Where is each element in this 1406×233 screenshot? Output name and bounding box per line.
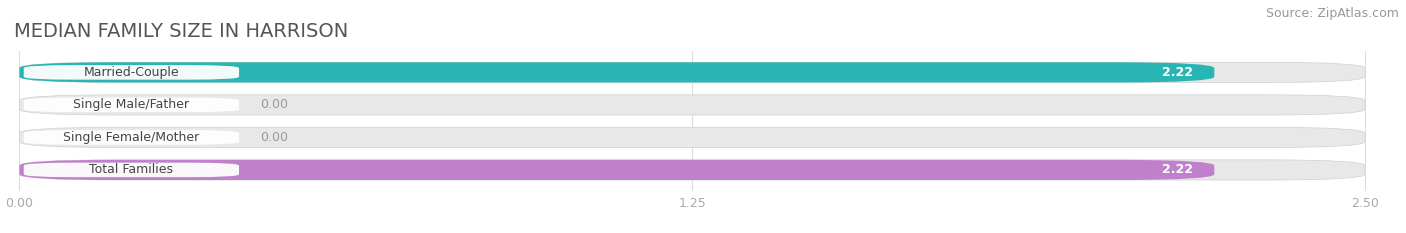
- Text: Source: ZipAtlas.com: Source: ZipAtlas.com: [1265, 7, 1399, 20]
- FancyBboxPatch shape: [20, 62, 1365, 82]
- FancyBboxPatch shape: [20, 127, 1365, 147]
- Text: Total Families: Total Families: [90, 163, 173, 176]
- FancyBboxPatch shape: [20, 62, 1215, 82]
- FancyBboxPatch shape: [20, 95, 1365, 115]
- Text: 2.22: 2.22: [1161, 163, 1192, 176]
- Text: 2.22: 2.22: [1161, 66, 1192, 79]
- FancyBboxPatch shape: [24, 98, 239, 112]
- FancyBboxPatch shape: [24, 130, 239, 145]
- FancyBboxPatch shape: [20, 160, 1365, 180]
- Text: Single Male/Father: Single Male/Father: [73, 98, 190, 111]
- Text: Single Female/Mother: Single Female/Mother: [63, 131, 200, 144]
- FancyBboxPatch shape: [24, 65, 239, 80]
- FancyBboxPatch shape: [24, 163, 239, 177]
- Text: MEDIAN FAMILY SIZE IN HARRISON: MEDIAN FAMILY SIZE IN HARRISON: [14, 22, 349, 41]
- Text: Married-Couple: Married-Couple: [83, 66, 179, 79]
- Text: 0.00: 0.00: [260, 131, 288, 144]
- Text: 0.00: 0.00: [260, 98, 288, 111]
- FancyBboxPatch shape: [20, 160, 1215, 180]
